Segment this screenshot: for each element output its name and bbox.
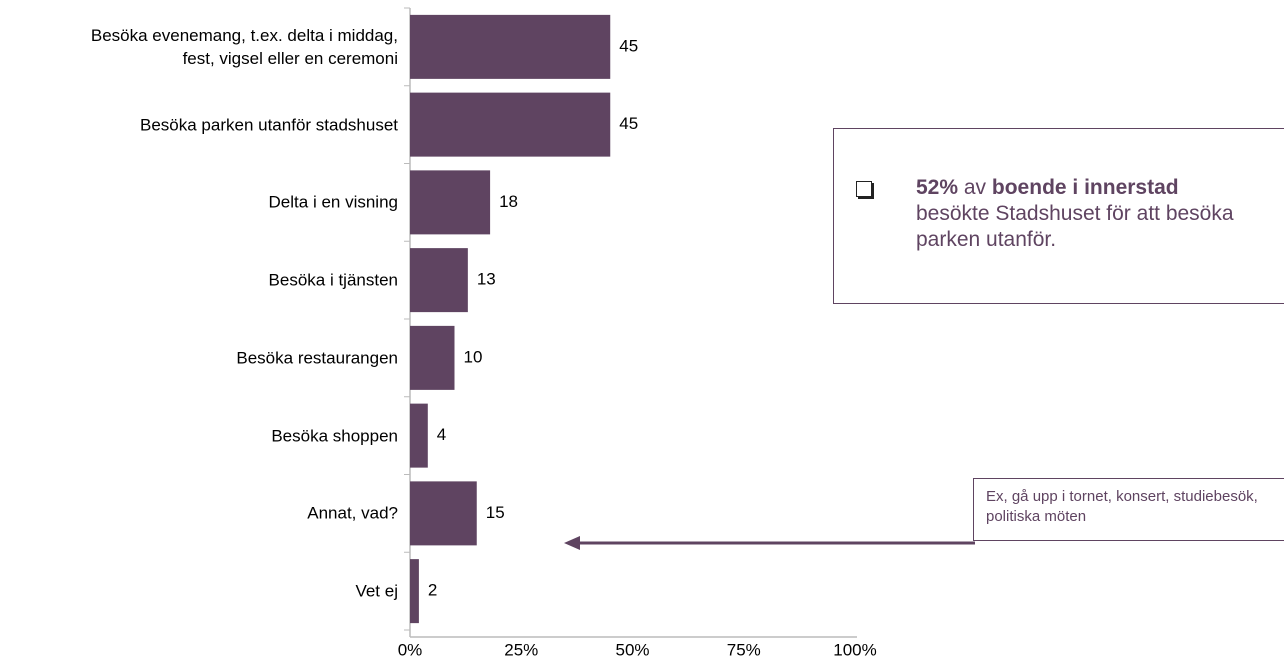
data-label: 4 [437, 425, 446, 444]
bar [410, 403, 428, 468]
category-label: Besöka restaurangen [236, 348, 398, 368]
callout-segment: boende i innerstad [991, 176, 1179, 199]
callout-box: 52% av boende i innerstad besökte Stadsh… [833, 128, 1284, 304]
bar [410, 14, 611, 79]
bar [410, 248, 468, 313]
x-tick-label: 25% [504, 640, 538, 659]
data-label: 15 [486, 503, 505, 522]
category-label: Besöka parken utanför stadshuset [140, 115, 398, 135]
bar [410, 92, 611, 157]
data-label: 10 [464, 347, 483, 366]
data-label: 13 [477, 270, 496, 289]
checkbox-icon [856, 181, 872, 197]
note-box: Ex, gå upp i tornet, konsert, studiebesö… [973, 478, 1284, 541]
note-text: Ex, gå upp i tornet, konsert, studiebesö… [986, 488, 1258, 525]
bar [410, 170, 491, 235]
category-label: Besöka shoppen [271, 426, 398, 446]
x-tick-label: 75% [727, 640, 761, 659]
category-label: Annat, vad? [307, 503, 398, 523]
bar [410, 481, 477, 546]
data-label: 45 [619, 114, 638, 133]
category-label: Delta i en visning [268, 192, 398, 212]
callout-segment: besökte Stadshuset för att besöka parken… [916, 202, 1234, 251]
x-tick-label: 50% [615, 640, 649, 659]
callout-segment: 52% [916, 176, 959, 199]
x-tick-label: 0% [398, 640, 423, 659]
bar [410, 559, 419, 624]
callout-text: 52% av boende i innerstad besökte Stadsh… [916, 175, 1246, 253]
arrow-head [564, 536, 580, 550]
callout-segment: av [963, 176, 987, 199]
category-label: Besöka i tjänsten [268, 270, 398, 290]
data-label: 45 [619, 36, 638, 55]
category-label: Besöka evenemang, t.ex. delta i middag, … [90, 25, 398, 68]
category-label: Vet ej [355, 581, 398, 601]
data-label: 2 [428, 581, 437, 600]
bar [410, 325, 455, 390]
x-tick-label: 100% [833, 640, 876, 659]
data-label: 18 [499, 192, 518, 211]
